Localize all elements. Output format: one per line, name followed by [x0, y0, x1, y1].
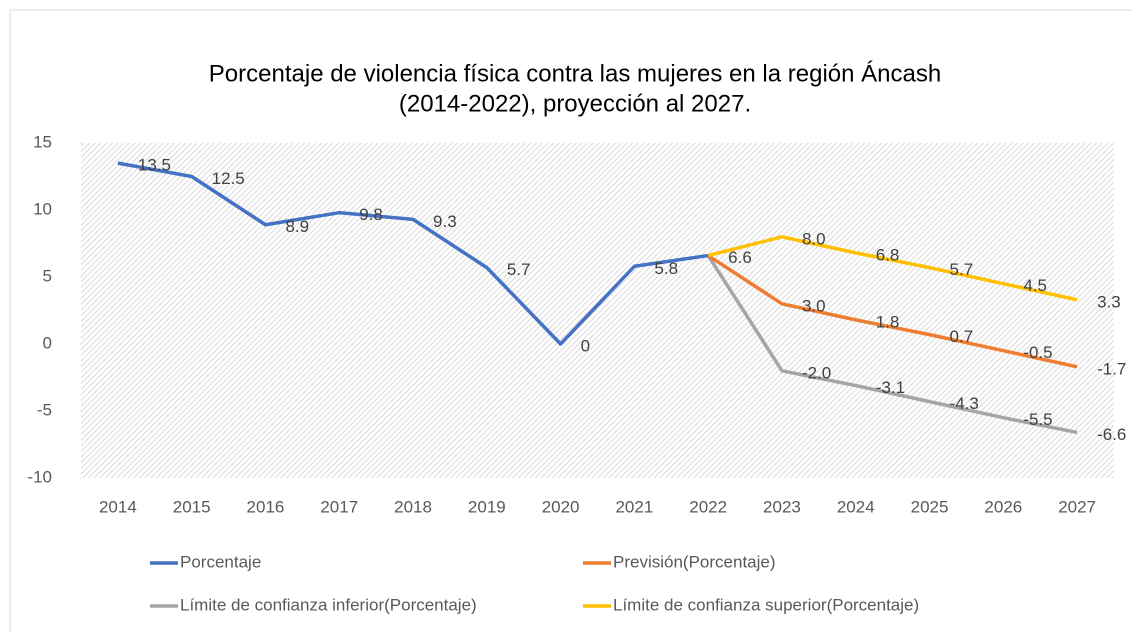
y-tick-label: -5 [37, 400, 52, 419]
data-label: 8.9 [285, 217, 309, 236]
y-tick-label: 15 [33, 132, 52, 151]
series-line [707, 235, 1078, 302]
data-label: -4.3 [950, 394, 979, 413]
x-tick-label: 2016 [247, 497, 285, 516]
data-label: 3.0 [802, 296, 826, 315]
data-label: 9.3 [433, 212, 457, 231]
legend-label: Límite de confianza superior(Porcentaje) [613, 595, 919, 614]
data-label: 5.7 [507, 260, 531, 279]
data-label: 4.5 [1023, 276, 1047, 295]
data-label: -5.5 [1023, 410, 1052, 429]
data-label: 5.8 [654, 259, 678, 278]
y-tick-label: 10 [33, 199, 52, 218]
data-label: -6.6 [1097, 425, 1126, 444]
x-tick-label: 2025 [911, 497, 949, 516]
x-tick-label: 2022 [689, 497, 727, 516]
x-tick-label: 2014 [99, 497, 137, 516]
data-label: -3.1 [876, 378, 905, 397]
data-label: 5.7 [950, 260, 974, 279]
chart-title: Porcentaje de violencia física contra la… [209, 60, 941, 87]
legend-label: Previsión(Porcentaje) [613, 552, 776, 571]
legend-label: Porcentaje [180, 552, 261, 571]
data-label: 6.8 [876, 245, 900, 264]
y-tick-label: 5 [43, 266, 52, 285]
series-line [706, 254, 1078, 435]
x-tick-label: 2024 [837, 497, 875, 516]
data-label: -1.7 [1097, 359, 1126, 378]
data-label: 0 [581, 336, 590, 355]
data-label: 3.3 [1097, 292, 1121, 311]
x-tick-label: 2023 [763, 497, 801, 516]
data-label: -2.0 [802, 363, 831, 382]
data-label: 0.7 [950, 327, 974, 346]
data-label: 1.8 [876, 312, 900, 331]
x-tick-label: 2018 [394, 497, 432, 516]
y-tick-label: -10 [27, 467, 52, 486]
data-label: -0.5 [1023, 343, 1052, 362]
plot-area [81, 143, 1114, 478]
x-tick-label: 2017 [320, 497, 358, 516]
y-tick-label: 0 [43, 333, 52, 352]
data-label: 12.5 [212, 169, 245, 188]
legend-label: Límite de confianza inferior(Porcentaje) [180, 595, 477, 614]
x-tick-label: 2019 [468, 497, 506, 516]
x-tick-label: 2021 [615, 497, 653, 516]
x-tick-label: 2027 [1058, 497, 1096, 516]
x-tick-label: 2026 [984, 497, 1022, 516]
series-line [117, 161, 709, 346]
chart-title: (2014-2022), proyección al 2027. [399, 90, 751, 117]
chart-frame [9, 9, 1131, 633]
data-label: 13.5 [138, 156, 171, 175]
data-label: 8.0 [802, 229, 826, 248]
x-tick-label: 2015 [173, 497, 211, 516]
x-tick-label: 2020 [542, 497, 580, 516]
data-label: 6.6 [728, 248, 752, 267]
data-label: 9.8 [359, 205, 383, 224]
series-line [707, 254, 1078, 369]
